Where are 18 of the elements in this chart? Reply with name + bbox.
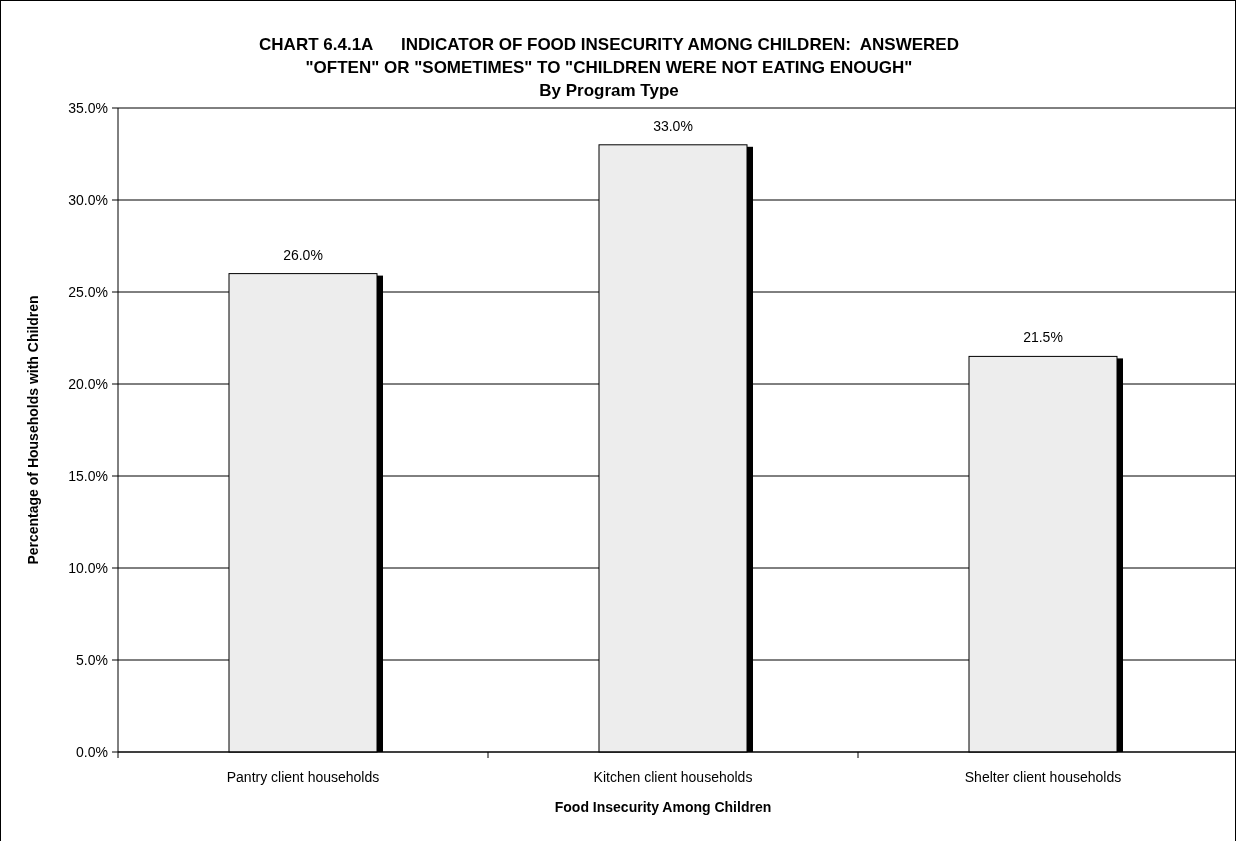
data-label: 26.0% xyxy=(283,246,323,263)
y-axis-title: Percentage of Households with Children xyxy=(25,295,41,565)
y-tick-label: 15.0% xyxy=(68,467,108,484)
y-tick-label: 30.0% xyxy=(68,191,108,208)
data-label: 33.0% xyxy=(653,117,693,134)
x-tick-label: Kitchen client households xyxy=(593,769,753,785)
y-tick-label: 0.0% xyxy=(76,743,108,760)
y-tick-label: 35.0% xyxy=(68,99,108,116)
x-tick-label: Pantry client households xyxy=(226,769,380,785)
data-label: 21.5% xyxy=(1023,329,1063,346)
chart-subtitle: By Program Type xyxy=(539,81,679,100)
x-axis-title: Food Insecurity Among Children xyxy=(554,799,772,815)
y-tick-label: 20.0% xyxy=(68,375,108,392)
y-tick-label: 10.0% xyxy=(68,559,108,576)
y-tick-label: 25.0% xyxy=(68,283,108,300)
y-tick-label: 5.0% xyxy=(76,651,108,668)
x-tick-label: Shelter client households xyxy=(964,769,1122,785)
chart-title: CHART 6.4.1A INDICATOR OF FOOD INSECURITY AMONG CHILDREN: ANSWERED "OFTEN" OR "SOMETIMES" TO "CHILDREN WERE NOT EATING ENOUGH" xyxy=(259,35,959,77)
